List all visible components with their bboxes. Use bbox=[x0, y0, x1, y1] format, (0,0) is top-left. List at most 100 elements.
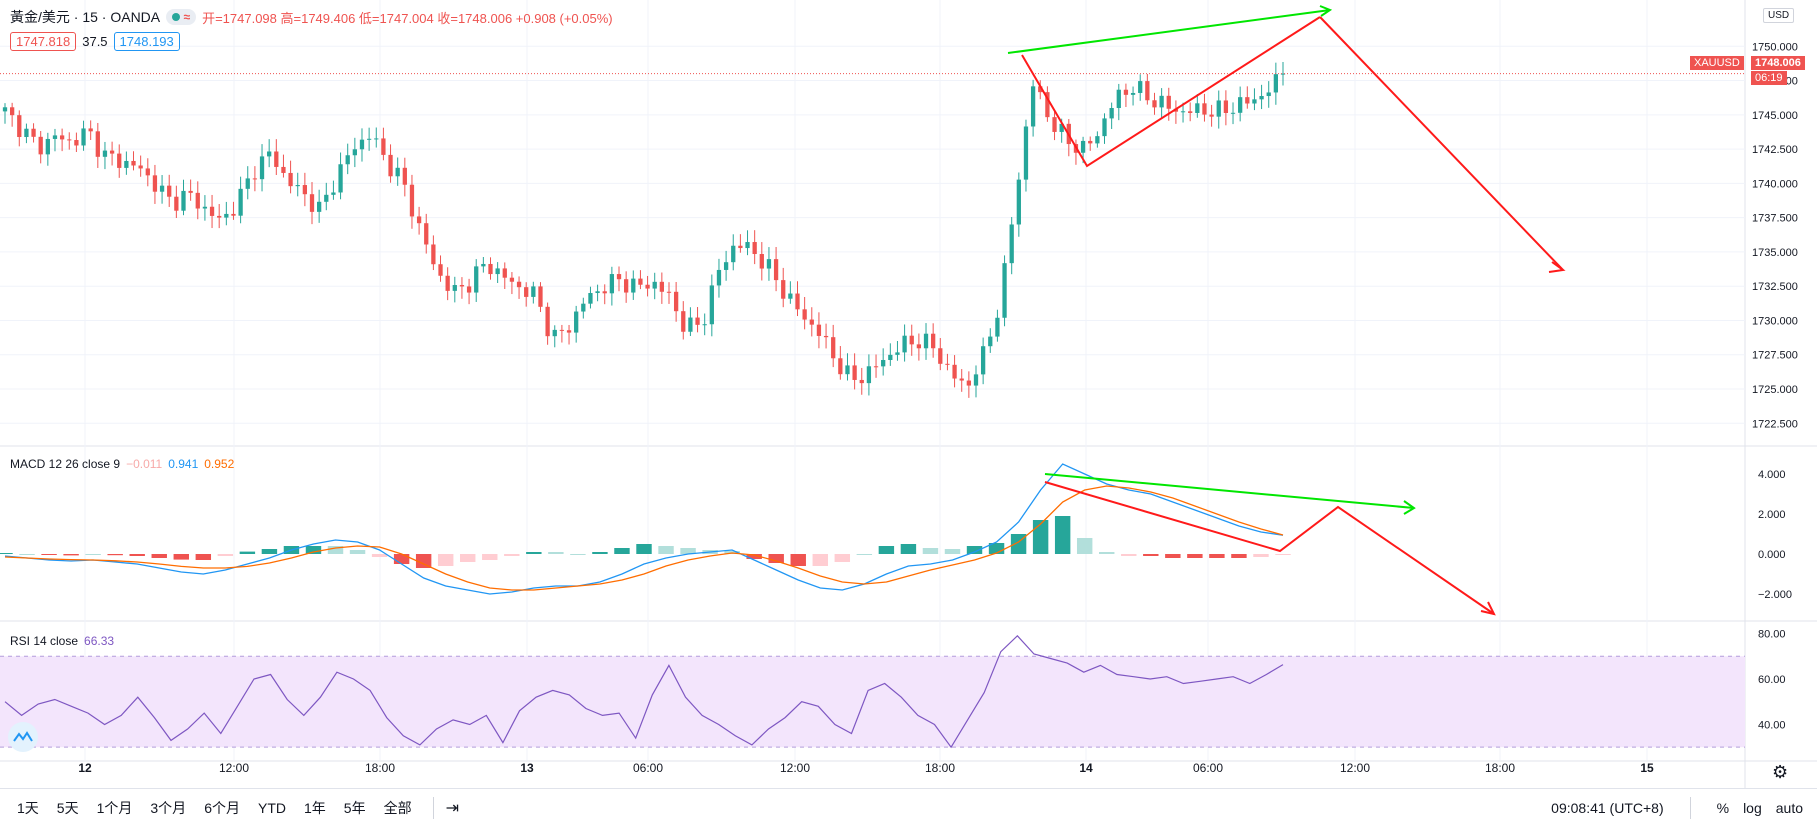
time-tick-label: 12:00 bbox=[1340, 761, 1370, 775]
auto-scale-toggle[interactable]: auto bbox=[1775, 800, 1803, 816]
rsi-tick-label: 60.00 bbox=[1758, 674, 1786, 686]
candle-body bbox=[274, 151, 279, 167]
candle-body bbox=[716, 269, 722, 286]
candle-body bbox=[752, 242, 757, 255]
timeframe-all[interactable]: 全部 bbox=[383, 800, 412, 816]
timeframe-5d[interactable]: 5天 bbox=[56, 800, 79, 816]
candle-body bbox=[374, 138, 379, 140]
macd-histogram-bar bbox=[856, 554, 873, 555]
candle-body bbox=[1259, 96, 1264, 100]
candle-body bbox=[488, 263, 493, 275]
macd-histogram-bar bbox=[1143, 554, 1159, 556]
candle-body bbox=[1238, 97, 1243, 113]
candle-body bbox=[331, 192, 336, 195]
macd-histogram-bar bbox=[1076, 538, 1093, 554]
time-tick-label: 12 bbox=[78, 761, 92, 775]
timeframe-3m[interactable]: 3个月 bbox=[150, 800, 187, 816]
goto-date-icon[interactable]: ⇥ bbox=[445, 800, 459, 817]
symbol-axis-label: XAUUSD bbox=[1690, 56, 1744, 70]
macd-histogram-bar bbox=[790, 554, 806, 566]
candle-body bbox=[238, 188, 243, 216]
timeframe-ytd[interactable]: YTD bbox=[257, 800, 286, 816]
clock-display[interactable]: 09:08:41 (UTC+8) bbox=[1551, 800, 1664, 816]
candle-body bbox=[645, 284, 650, 289]
timeframe-1d[interactable]: 1天 bbox=[17, 800, 39, 816]
candle-body bbox=[638, 278, 643, 285]
candle-body bbox=[288, 172, 293, 187]
candle-body bbox=[474, 266, 479, 293]
candle-body bbox=[980, 346, 986, 375]
candle-body bbox=[38, 136, 43, 155]
candle-body bbox=[24, 128, 29, 138]
candle-body bbox=[67, 139, 72, 141]
macd-signal-line bbox=[4, 485, 1284, 591]
rsi-legend-title[interactable]: RSI 14 close bbox=[10, 634, 79, 648]
toolbar-divider bbox=[432, 797, 434, 819]
price-tick-label: 1742.500 bbox=[1752, 144, 1798, 156]
resistance-trendline bbox=[1007, 9, 1331, 54]
candle-body bbox=[1109, 108, 1114, 119]
timeframe-6m[interactable]: 6个月 bbox=[204, 800, 240, 816]
candle-body bbox=[938, 348, 943, 364]
candle-body bbox=[338, 164, 343, 193]
candle-body bbox=[988, 336, 993, 347]
ask-price-button[interactable]: 1748.193 bbox=[113, 32, 180, 51]
candle-body bbox=[1188, 111, 1193, 113]
market-status-pill[interactable]: ≈ bbox=[166, 9, 197, 25]
candle-body bbox=[816, 324, 822, 336]
candle-body bbox=[631, 278, 636, 293]
candle-body bbox=[745, 242, 750, 249]
macd-legend-title[interactable]: MACD 12 26 close 9 bbox=[10, 457, 121, 471]
candle-body bbox=[581, 303, 586, 312]
candle-body bbox=[209, 206, 215, 216]
macd-histogram-bar bbox=[19, 554, 35, 555]
candle-body bbox=[1159, 95, 1164, 108]
candle-body bbox=[174, 196, 179, 211]
macd-histogram-bar bbox=[746, 554, 762, 559]
candle-body bbox=[45, 138, 50, 155]
candle-body bbox=[445, 275, 450, 291]
bid-price-button[interactable]: 1747.818 bbox=[10, 32, 77, 51]
macd-signal-value: 0.952 bbox=[204, 457, 235, 471]
timeframe-buttons: 1天 5天 1个月 3个月 6个月 YTD 1年 5年 全部 ⇥ bbox=[0, 797, 459, 819]
percent-scale-toggle[interactable]: % bbox=[1716, 800, 1730, 816]
time-tick-label: 18:00 bbox=[925, 761, 955, 775]
macd-histogram-bar bbox=[1121, 554, 1137, 556]
tradingview-logo[interactable] bbox=[8, 722, 38, 752]
candle-body bbox=[1052, 117, 1057, 132]
candle-body bbox=[1130, 92, 1136, 95]
candle-body bbox=[1145, 81, 1150, 101]
price-tick-label: 1737.500 bbox=[1752, 213, 1798, 225]
symbol-title[interactable]: 黃金/美元 · 15 · OANDA bbox=[10, 9, 161, 25]
log-scale-toggle[interactable]: log bbox=[1743, 800, 1762, 816]
candle-body bbox=[2, 107, 8, 112]
timeframe-1m[interactable]: 1个月 bbox=[96, 800, 133, 816]
candle-body bbox=[1223, 100, 1229, 113]
time-tick-label: 18:00 bbox=[365, 761, 395, 775]
candle-body bbox=[88, 128, 93, 132]
settings-gear-icon[interactable]: ⚙ bbox=[1772, 762, 1789, 782]
candle-body bbox=[424, 223, 429, 245]
timeframe-5y[interactable]: 5年 bbox=[343, 800, 366, 816]
candle-body bbox=[845, 365, 850, 375]
macd-histogram-bar bbox=[570, 554, 586, 555]
time-tick-label: 15 bbox=[1640, 761, 1654, 775]
candle-body bbox=[909, 335, 914, 345]
currency-label[interactable]: USD bbox=[1763, 8, 1795, 23]
candle-body bbox=[552, 329, 557, 337]
macd-histogram-bar bbox=[305, 546, 322, 554]
candle-body bbox=[295, 185, 300, 187]
macd-histogram-bar bbox=[834, 554, 851, 562]
candle-body bbox=[809, 319, 814, 325]
timeframe-1y[interactable]: 1年 bbox=[303, 800, 326, 816]
candle-body bbox=[559, 329, 565, 331]
last-price-label: 1748.006 bbox=[1751, 56, 1805, 70]
candle-body bbox=[831, 337, 836, 359]
rsi-band bbox=[0, 656, 1745, 748]
candle-body bbox=[945, 363, 950, 365]
tradingview-logo-icon bbox=[13, 731, 33, 742]
candle-body bbox=[1045, 92, 1050, 118]
candle-body bbox=[795, 293, 800, 310]
macd-histogram-bar bbox=[592, 552, 608, 554]
